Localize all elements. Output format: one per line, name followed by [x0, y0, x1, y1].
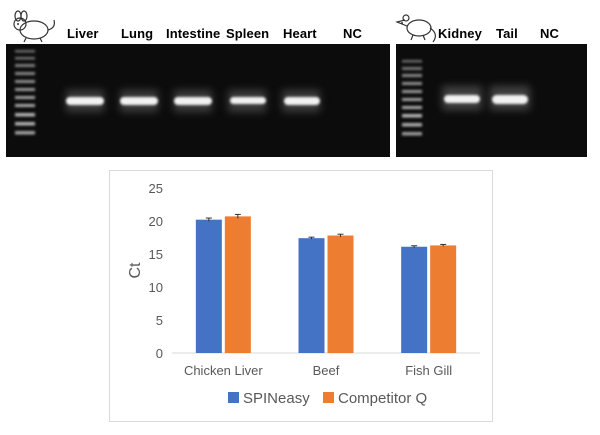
chart-canvas: Ct 0 5 10 15 20 25 Chicken Liver Beef Fish Gill SP…	[127, 181, 480, 407]
lane-label-intestine: Intestine	[166, 26, 221, 41]
band-spleen	[230, 97, 266, 104]
lane-label-nc-left: NC	[343, 26, 362, 41]
band-lung	[120, 97, 158, 105]
bar	[430, 245, 457, 353]
legend-label: Competitor Q	[338, 390, 427, 407]
y-tick-label: 15	[149, 247, 163, 262]
ct-bar-chart: Ct 0 5 10 15 20 25 Chicken Liver Beef Fish Gill SP…	[109, 170, 493, 422]
gel-image-left	[6, 44, 390, 157]
legend-swatch	[228, 392, 239, 403]
bar	[327, 235, 354, 353]
lane-label-spleen: Spleen	[226, 26, 270, 41]
y-tick-label: 25	[149, 181, 163, 196]
lane-label-tail: Tail	[496, 26, 518, 41]
y-tick-label: 20	[149, 214, 163, 229]
lane-label-lung: Lung	[121, 26, 154, 41]
lane-label-heart: Heart	[283, 26, 317, 41]
lane-label-liver: Liver	[67, 26, 99, 41]
band-intestine	[174, 97, 212, 105]
band-kidney	[444, 95, 480, 103]
lane-label-kidney: Kidney	[438, 26, 482, 41]
y-tick-label: 10	[149, 280, 163, 295]
y-tick-label: 0	[156, 346, 163, 361]
bar	[401, 246, 428, 353]
band-liver	[66, 97, 104, 105]
y-axis-label: Ct	[127, 262, 144, 279]
x-tick-label: Fish Gill	[405, 363, 452, 378]
lane-label-nc-right: NC	[540, 26, 559, 41]
bar	[224, 216, 251, 353]
band-heart	[284, 97, 320, 105]
bar	[195, 219, 222, 353]
y-tick-label: 5	[156, 313, 163, 328]
legend-swatch	[323, 392, 334, 403]
gel-image-right	[396, 44, 587, 157]
x-tick-label: Beef	[313, 363, 340, 378]
mouse-icon	[13, 10, 55, 43]
band-tail	[492, 95, 528, 104]
ladder-bands-left	[15, 50, 35, 135]
rat-icon	[395, 14, 436, 43]
bar	[298, 238, 325, 353]
legend-label: SPINeasy	[243, 390, 310, 407]
x-tick-label: Chicken Liver	[184, 363, 263, 378]
